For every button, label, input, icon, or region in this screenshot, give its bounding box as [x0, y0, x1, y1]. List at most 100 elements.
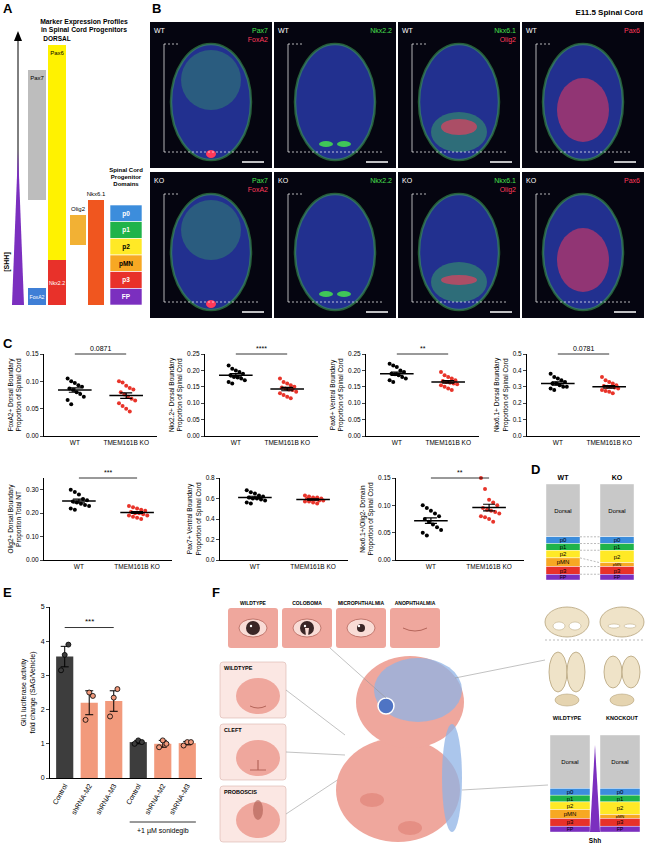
svg-text:0.25: 0.25	[187, 350, 200, 357]
svg-text:Nkx2.2+ Dorsal BoundaryProport: Nkx2.2+ Dorsal BoundaryProportion of Spi…	[168, 357, 184, 432]
svg-text:p2: p2	[560, 551, 567, 557]
svg-text:WILDTYPE: WILDTYPE	[224, 665, 253, 671]
svg-text:Nkx6.1: Nkx6.1	[494, 27, 516, 34]
svg-text:0.0781: 0.0781	[573, 345, 595, 352]
svg-text:0.25: 0.25	[348, 350, 361, 357]
svg-text:p1: p1	[567, 796, 574, 802]
svg-text:D: D	[531, 462, 540, 477]
svg-text:1: 1	[41, 740, 45, 747]
svg-text:WT: WT	[154, 27, 166, 34]
svg-text:0.20: 0.20	[26, 509, 39, 516]
svg-text:E: E	[3, 585, 12, 600]
svg-text:pMN: pMN	[557, 559, 570, 565]
svg-text:Nkx6.1: Nkx6.1	[494, 177, 516, 184]
svg-text:C: C	[3, 336, 13, 351]
svg-text:WT: WT	[426, 563, 436, 570]
svg-text:**: **	[457, 469, 463, 476]
svg-text:0.10: 0.10	[348, 399, 361, 406]
svg-text:FP: FP	[567, 826, 574, 832]
svg-text:Nkx6.1+ Dorsal BoundaryProport: Nkx6.1+ Dorsal BoundaryProportion of Spi…	[493, 357, 509, 432]
svg-text:[SHH]: [SHH]	[3, 252, 11, 271]
svg-text:FoxA2+ Dorsal BoundaryProporti: FoxA2+ Dorsal BoundaryProportion of Spin…	[7, 358, 23, 432]
svg-text:TMEM161B KO: TMEM161B KO	[586, 439, 632, 446]
svg-text:Pax6+ Ventral BoundaryProporti: Pax6+ Ventral BoundaryProportion of Spin…	[329, 358, 345, 431]
svg-text:0.10: 0.10	[26, 378, 39, 385]
svg-text:Pax6: Pax6	[624, 177, 640, 184]
svg-text:p3: p3	[617, 819, 624, 825]
svg-text:0.00: 0.00	[26, 556, 39, 563]
svg-text:0.05: 0.05	[378, 529, 391, 536]
svg-text:Olig2+ Dorsal BoundaryProporti: Olig2+ Dorsal BoundaryProportion Total N…	[7, 484, 23, 554]
svg-text:TMEM161B KO: TMEM161B KO	[103, 439, 149, 446]
svg-text:FoxA2: FoxA2	[30, 294, 45, 300]
svg-text:0.00: 0.00	[26, 432, 39, 439]
svg-text:ANOPHTHALMIA: ANOPHTHALMIA	[395, 600, 436, 606]
svg-text:Pax6: Pax6	[624, 27, 640, 34]
svg-text:p3: p3	[560, 568, 567, 574]
svg-text:shRNA-M3: shRNA-M3	[94, 783, 117, 816]
svg-text:Dorsal: Dorsal	[608, 508, 625, 514]
svg-text:KO: KO	[612, 474, 623, 481]
svg-text:p1: p1	[617, 796, 624, 802]
svg-text:WT: WT	[392, 439, 402, 446]
svg-text:KO: KO	[402, 177, 413, 184]
svg-text:Pax6: Pax6	[50, 50, 64, 56]
svg-text:WT: WT	[231, 439, 241, 446]
svg-text:0.0871: 0.0871	[90, 345, 112, 352]
svg-text:Olig2: Olig2	[500, 186, 516, 194]
svg-text:Pax7+ Ventral BoundaryProporti: Pax7+ Ventral BoundaryProportion of Spin…	[186, 482, 202, 555]
svg-text:F: F	[212, 585, 220, 600]
svg-text:Olig2: Olig2	[71, 206, 86, 212]
svg-text:p0: p0	[617, 789, 624, 795]
svg-text:KO: KO	[526, 177, 537, 184]
svg-text:Shh: Shh	[589, 837, 601, 844]
svg-text:0.4: 0.4	[513, 367, 522, 374]
svg-text:WT: WT	[402, 27, 414, 34]
svg-text:3: 3	[41, 672, 45, 679]
svg-text:0.0: 0.0	[513, 432, 522, 439]
svg-text:WILDTYPE: WILDTYPE	[240, 600, 266, 606]
svg-text:p0: p0	[614, 537, 621, 543]
svg-text:WT: WT	[526, 27, 538, 34]
svg-text:B: B	[152, 1, 161, 16]
svg-text:WT: WT	[250, 563, 260, 570]
svg-text:***: ***	[85, 617, 94, 626]
svg-text:p3: p3	[614, 568, 621, 574]
svg-text:0.05: 0.05	[348, 416, 361, 423]
svg-text:4: 4	[41, 638, 45, 645]
svg-text:***: ***	[104, 469, 112, 476]
svg-text:p2: p2	[617, 805, 624, 811]
svg-text:TMEM161B KO: TMEM161B KO	[264, 439, 310, 446]
svg-text:TMEM161B KO: TMEM161B KO	[290, 563, 336, 570]
svg-text:0.00: 0.00	[187, 432, 200, 439]
svg-text:pMN: pMN	[119, 260, 133, 268]
svg-text:Dorsal: Dorsal	[554, 508, 571, 514]
svg-text:Dorsal: Dorsal	[611, 759, 628, 765]
svg-text:Spinal CordProgenitorDomains: Spinal CordProgenitorDomains	[109, 167, 143, 187]
svg-text:0.8: 0.8	[206, 474, 215, 481]
svg-text:0.10: 0.10	[378, 502, 391, 509]
svg-text:0.5: 0.5	[513, 350, 522, 357]
svg-text:FP: FP	[617, 826, 624, 832]
svg-text:Pax7: Pax7	[252, 177, 268, 184]
svg-text:0.15: 0.15	[378, 474, 391, 481]
svg-text:Nkx6.1+/Olig2- DomainProportio: Nkx6.1+/Olig2- DomainProportion of Spina…	[359, 482, 375, 555]
svg-text:0.10: 0.10	[26, 533, 39, 540]
svg-text:Marker Expression Profilesin S: Marker Expression Profilesin Spinal Cord…	[40, 18, 128, 34]
svg-text:0.05: 0.05	[26, 405, 39, 412]
svg-text:TMEM161B KO: TMEM161B KO	[425, 439, 471, 446]
svg-text:WT: WT	[558, 474, 570, 481]
svg-text:p0: p0	[560, 537, 567, 543]
svg-text:KO: KO	[278, 177, 289, 184]
svg-text:Pax7: Pax7	[252, 27, 268, 34]
svg-text:E11.5 Spinal Cord: E11.5 Spinal Cord	[575, 8, 643, 17]
svg-text:0.15: 0.15	[187, 383, 200, 390]
svg-text:Olig2: Olig2	[500, 36, 516, 44]
svg-text:Nkx2.2: Nkx2.2	[370, 177, 392, 184]
svg-text:TMEM161B KO: TMEM161B KO	[114, 563, 160, 570]
svg-text:shRNA-M3: shRNA-M3	[168, 783, 191, 816]
svg-text:DORSAL: DORSAL	[43, 35, 70, 42]
svg-text:0.15: 0.15	[348, 383, 361, 390]
svg-text:TMEM161B KO: TMEM161B KO	[466, 563, 512, 570]
svg-text:0.30: 0.30	[26, 486, 39, 493]
